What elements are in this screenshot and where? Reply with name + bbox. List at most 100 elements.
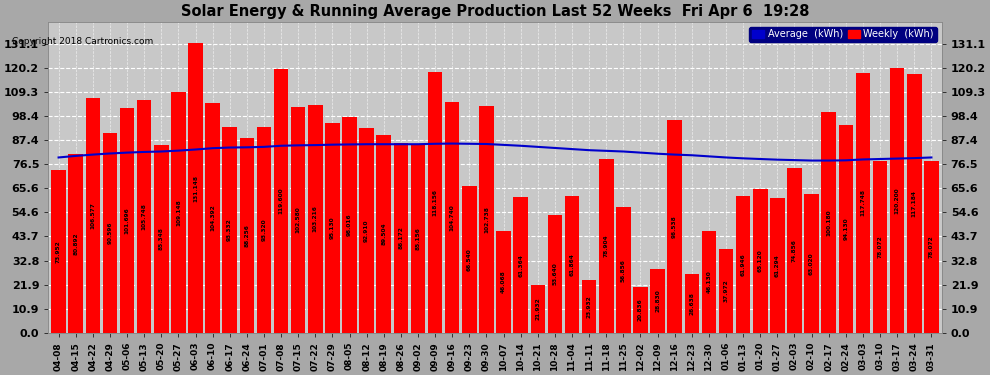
Text: 78.072: 78.072 [929, 236, 934, 258]
Bar [804, 194, 819, 333]
Bar [205, 102, 220, 333]
Bar [274, 69, 288, 333]
Text: 92.910: 92.910 [364, 219, 369, 242]
Text: 78.904: 78.904 [604, 234, 609, 257]
Bar [564, 196, 579, 333]
Text: 88.256: 88.256 [245, 224, 249, 247]
Text: 20.836: 20.836 [638, 298, 643, 321]
Text: 103.216: 103.216 [313, 206, 318, 232]
Text: 105.748: 105.748 [142, 203, 147, 229]
Bar [223, 127, 237, 333]
Text: 61.946: 61.946 [741, 253, 745, 276]
Bar [343, 117, 356, 333]
Text: 101.696: 101.696 [125, 207, 130, 234]
Bar [839, 125, 853, 333]
Text: 118.156: 118.156 [433, 189, 438, 216]
Text: 89.504: 89.504 [381, 223, 386, 246]
Bar [240, 138, 254, 333]
Bar [256, 127, 271, 333]
Text: 23.932: 23.932 [587, 295, 592, 318]
Text: 26.638: 26.638 [689, 292, 694, 315]
Text: 117.184: 117.184 [912, 190, 917, 217]
Text: 102.738: 102.738 [484, 206, 489, 233]
Text: 93.320: 93.320 [261, 219, 266, 241]
Bar [411, 145, 426, 333]
Bar [137, 99, 151, 333]
Bar [547, 214, 562, 333]
Text: 66.540: 66.540 [467, 248, 472, 271]
Text: 63.020: 63.020 [809, 252, 814, 275]
Bar [684, 274, 699, 333]
Bar [120, 108, 135, 333]
Text: 98.016: 98.016 [347, 213, 352, 236]
Title: Solar Energy & Running Average Production Last 52 Weeks  Fri Apr 6  19:28: Solar Energy & Running Average Productio… [181, 4, 809, 19]
Text: 73.952: 73.952 [56, 240, 61, 263]
Bar [496, 231, 511, 333]
Text: 28.830: 28.830 [655, 290, 660, 312]
Text: 65.120: 65.120 [757, 250, 762, 273]
Bar [582, 280, 596, 333]
Text: 95.130: 95.130 [330, 217, 335, 239]
Text: 46.068: 46.068 [501, 271, 506, 294]
Text: 85.348: 85.348 [158, 227, 163, 250]
Text: Copyright 2018 Cartronics.com: Copyright 2018 Cartronics.com [12, 38, 153, 46]
Bar [855, 73, 870, 333]
Text: 96.538: 96.538 [672, 215, 677, 238]
Text: 53.640: 53.640 [552, 262, 557, 285]
Bar [873, 160, 887, 333]
Bar [753, 189, 767, 333]
Text: 131.148: 131.148 [193, 175, 198, 202]
Bar [650, 269, 665, 333]
Text: 106.577: 106.577 [90, 202, 95, 229]
Text: 61.294: 61.294 [775, 254, 780, 277]
Text: 74.856: 74.856 [792, 239, 797, 262]
Bar [171, 92, 186, 333]
Text: 61.864: 61.864 [569, 253, 574, 276]
Text: 37.972: 37.972 [724, 280, 729, 302]
Bar [479, 106, 494, 333]
Bar [531, 285, 545, 333]
Text: 104.392: 104.392 [210, 204, 215, 231]
Text: 78.072: 78.072 [877, 236, 882, 258]
Text: 109.148: 109.148 [176, 199, 181, 226]
Bar [359, 128, 374, 333]
Bar [51, 170, 66, 333]
Text: 21.932: 21.932 [536, 297, 541, 320]
Bar [822, 112, 836, 333]
Bar [616, 207, 631, 333]
Bar [103, 133, 117, 333]
Bar [462, 186, 476, 333]
Bar [924, 160, 939, 333]
Text: 86.172: 86.172 [398, 226, 403, 249]
Bar [445, 102, 459, 333]
Bar [736, 196, 750, 333]
Text: 100.180: 100.180 [827, 209, 832, 236]
Bar [719, 249, 734, 333]
Bar [787, 168, 802, 333]
Bar [85, 98, 100, 333]
Bar [188, 44, 203, 333]
Bar [291, 106, 306, 333]
Bar [599, 159, 614, 333]
Bar [890, 68, 905, 333]
Bar [394, 143, 408, 333]
Bar [702, 231, 716, 333]
Bar [770, 198, 785, 333]
Bar [308, 105, 323, 333]
Text: 80.892: 80.892 [73, 232, 78, 255]
Text: 93.332: 93.332 [228, 219, 233, 241]
Bar [376, 135, 391, 333]
Text: 102.580: 102.580 [296, 206, 301, 233]
Text: 56.856: 56.856 [621, 259, 626, 282]
Text: 104.740: 104.740 [449, 204, 454, 231]
Bar [667, 120, 682, 333]
Text: 94.130: 94.130 [843, 218, 848, 240]
Bar [907, 74, 922, 333]
Text: 90.596: 90.596 [108, 222, 113, 244]
Text: 120.200: 120.200 [895, 187, 900, 214]
Bar [514, 198, 528, 333]
Text: 61.364: 61.364 [518, 254, 523, 277]
Text: 46.130: 46.130 [707, 271, 712, 293]
Bar [154, 144, 168, 333]
Text: 119.600: 119.600 [278, 188, 283, 214]
